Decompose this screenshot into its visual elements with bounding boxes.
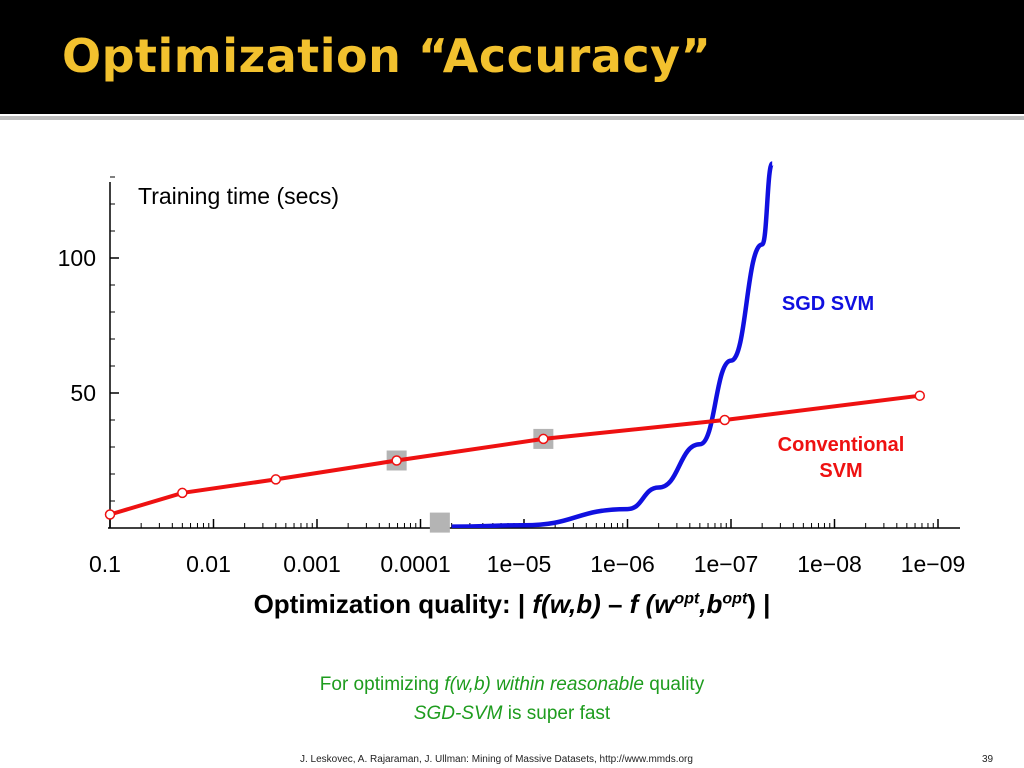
x-tick-label: 0.01 [186,551,231,577]
series-sgd-svm [451,161,775,528]
x-tick-label: 0.001 [283,551,341,577]
conventional-svm-label: SVM [819,460,862,482]
slide-title: Optimization “Accuracy” [62,29,712,83]
gray-square-marker [429,512,450,533]
page-number: 39 [982,754,994,765]
sgd-svm-label: SGD SVM [782,293,874,315]
conventional-svm-point [391,455,402,466]
x-tick-label: 1e−06 [590,551,655,577]
y-tick-label: 50 [70,380,96,406]
note-line-1: For optimizing f(w,b) within reasonable … [0,674,1024,696]
note-2-post: is super fast [502,703,611,724]
x-axis-title-lead: Optimization quality: | [253,589,533,619]
x-axis-title-sup1: opt [674,590,700,608]
note-1-post: quality [644,674,705,695]
conventional-svm-point [914,390,926,401]
x-tick-label: 1e−09 [901,551,966,577]
conventional-svm-label: Conventional [778,434,905,456]
y-axis-label: Training time (secs) [138,183,339,209]
x-axis-title-tail: ) | [747,589,771,619]
x-tick-label: 1e−08 [797,551,862,577]
conventional-svm-point [104,509,116,520]
note-line-2: SGD-SVM is super fast [0,703,1024,725]
x-tick-label: 1e−05 [487,551,552,577]
note-2-italic: SGD-SVM [413,703,503,724]
x-tick-label: 1e−07 [694,551,759,577]
x-axis-title-f-opt: f (wopt,bopt [630,589,748,619]
conventional-svm-point [177,487,188,499]
x-tick-label: 0.0001 [380,551,450,577]
x-axis-title-f2: f (w [629,589,675,619]
title-bar: Optimization “Accuracy” [0,0,1024,114]
conventional-svm-point [270,474,282,485]
note-1-italic: f(w,b) within reasonable [444,674,644,695]
x-axis-title-sup2: opt [722,590,748,608]
series-conventional-svm [104,390,926,520]
sgd-svm-line [451,161,775,528]
training-time-chart: 0.1 0.01 0.001 0.0001 1e−05 1e−06 1e−07 1e−08 1e… [58,161,966,577]
conventional-svm-point [719,414,730,426]
y-tick-label: 100 [58,245,96,271]
x-tick-label: 0.1 [89,551,121,577]
x-axis-title-dash: – [600,589,630,619]
x-axis-title-f: f(w,b) [532,589,601,619]
x-axis-title: Optimization quality: | f(w,b) – f (wopt… [0,589,1024,620]
conventional-svm-point [538,433,549,445]
note-1-pre: For optimizing [319,674,445,695]
title-divider [0,116,1024,120]
footer-citation: J. Leskovec, A. Rajaraman, J. Ullman: Mi… [300,754,693,765]
x-axis-title-comma: ,b [699,589,723,619]
